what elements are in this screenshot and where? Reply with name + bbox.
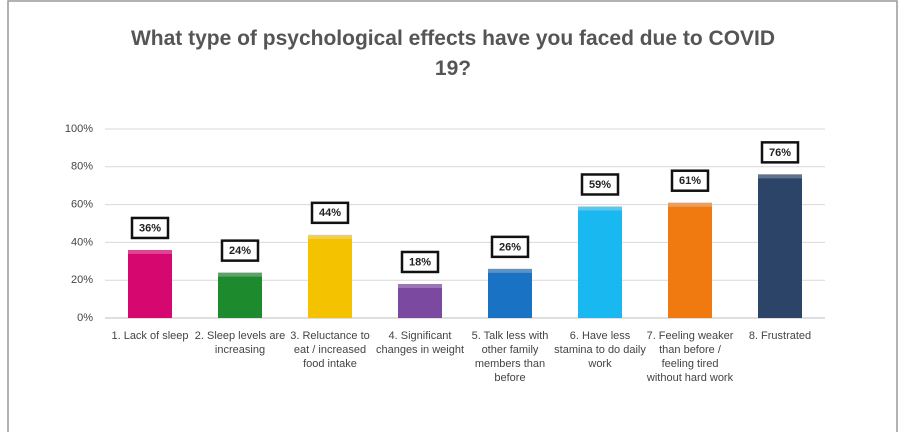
x-tick-label: 6. Have less stamina to do daily work <box>554 330 646 370</box>
chart-frame <box>7 0 898 432</box>
y-tick-label: 40% <box>71 236 93 248</box>
x-tick-label: 7. Feeling weaker than before / feeling … <box>646 330 734 384</box>
chart-title: What type of psychological effects have … <box>130 27 776 80</box>
value-label-box <box>670 169 710 192</box>
bar <box>758 174 802 318</box>
x-tick-label: 8. Frustrated <box>748 330 812 342</box>
bar-highlight <box>128 249 172 254</box>
bar <box>668 202 712 318</box>
bar <box>398 283 442 318</box>
value-label-box <box>400 250 440 274</box>
x-tick-label: 5. Talk less with other family members t… <box>471 330 549 384</box>
value-label-box <box>580 173 620 196</box>
value-label: 24% <box>229 245 251 257</box>
bar-highlight <box>218 272 262 277</box>
value-label-box <box>130 216 170 240</box>
bar-highlight <box>308 234 352 239</box>
value-label-box <box>220 239 260 262</box>
y-tick-label: 100% <box>65 123 93 135</box>
bar <box>128 249 172 318</box>
value-label: 36% <box>139 222 161 234</box>
value-label: 76% <box>769 147 791 159</box>
bar-highlight <box>758 174 802 179</box>
bar <box>488 268 532 318</box>
value-label-box <box>310 201 350 225</box>
value-label: 26% <box>499 241 521 253</box>
value-label-box <box>490 235 530 259</box>
x-tick-label: 1. Lack of sleep <box>111 330 189 342</box>
x-tick-label: 2. Sleep levels are increasing <box>194 330 286 356</box>
bar-highlight <box>488 268 532 273</box>
value-label: 44% <box>319 207 341 219</box>
y-tick-label: 80% <box>71 161 93 173</box>
bar-highlight <box>398 283 442 288</box>
y-tick-label: 0% <box>77 312 93 324</box>
bar <box>308 234 352 318</box>
value-label: 59% <box>589 179 611 191</box>
value-label: 18% <box>409 256 431 268</box>
bar-highlight <box>578 206 622 211</box>
x-tick-label: 4. Significant changes in weight <box>375 330 465 356</box>
bar <box>578 206 622 318</box>
value-label-box <box>760 141 800 164</box>
y-tick-label: 60% <box>71 199 93 211</box>
x-tick-label: 3. Reluctance to eat / increased food in… <box>290 330 370 370</box>
value-label: 61% <box>679 175 701 187</box>
bar-highlight <box>668 202 712 207</box>
y-tick-label: 20% <box>71 274 93 286</box>
bar <box>218 272 262 318</box>
